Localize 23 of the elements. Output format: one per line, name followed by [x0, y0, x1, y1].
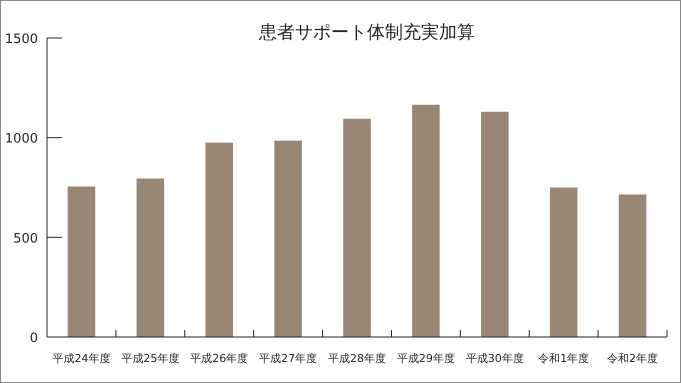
x-tick-label: 平成26年度: [190, 352, 248, 365]
bar: [136, 178, 164, 337]
bar: [274, 140, 302, 337]
x-tick-label: 平成24年度: [52, 352, 110, 365]
x-tick-label: 令和2年度: [607, 352, 658, 365]
x-tick-label: 平成27年度: [259, 352, 318, 365]
x-tick-label: 令和1年度: [538, 352, 590, 365]
x-tick-label: 平成29年度: [396, 352, 455, 365]
x-tick-label: 平成30年度: [466, 352, 524, 365]
x-tick-label: 平成28年度: [328, 352, 386, 365]
bar: [412, 104, 440, 337]
y-tick-label: 500: [13, 231, 38, 246]
bar: [205, 142, 233, 337]
y-tick-label: 1000: [4, 132, 38, 147]
x-tick-label: 平成25年度: [121, 352, 180, 365]
chart-title: 患者サポート体制充実加算: [258, 22, 475, 43]
bar: [68, 186, 96, 337]
y-tick-label: 0: [30, 331, 38, 346]
bar: [550, 188, 578, 337]
y-tick-label: 1500: [4, 32, 38, 47]
bar: [481, 112, 509, 337]
bar: [343, 118, 371, 337]
bar: [618, 194, 646, 337]
